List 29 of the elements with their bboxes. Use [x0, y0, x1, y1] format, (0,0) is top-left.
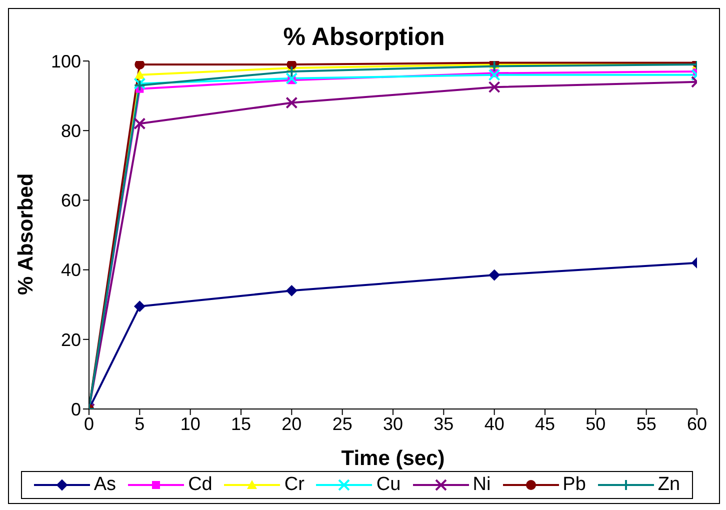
- x-tick-label: 60: [686, 414, 708, 434]
- x-tick-label: 15: [230, 414, 252, 434]
- legend-label: Zn: [656, 474, 680, 496]
- x-tick-label: 45: [534, 414, 556, 434]
- x-tick-label: 55: [636, 414, 656, 434]
- x-tick-label: 40: [484, 414, 504, 434]
- x-tick-label: 20: [282, 414, 302, 434]
- legend-label: Pb: [562, 474, 586, 496]
- x-axis-title: Time (sec): [341, 447, 445, 470]
- chart-title: % Absorption: [283, 23, 445, 51]
- y-tick-label: 60: [60, 190, 81, 211]
- x-tick-label: 10: [180, 414, 200, 434]
- x-tick-label: 30: [382, 414, 404, 434]
- x-tick-label: 5: [134, 414, 145, 434]
- y-tick-label: 40: [60, 260, 81, 280]
- y-axis-title: % Absorbed: [14, 173, 38, 295]
- x-tick-label: 0: [84, 414, 94, 434]
- legend-label: As: [92, 474, 116, 496]
- x-tick-label: 35: [434, 414, 454, 434]
- legend-label: Ni: [472, 474, 491, 496]
- y-tick-label: 20: [60, 330, 81, 350]
- legend-label: Cd: [187, 474, 212, 496]
- y-tick-label: 0: [70, 399, 81, 420]
- legend-label: Cu: [375, 474, 401, 496]
- x-tick-label: 50: [586, 414, 606, 434]
- legend-label: Cr: [283, 474, 304, 496]
- x-tick-label: 25: [332, 414, 352, 434]
- y-tick-label: 100: [50, 51, 81, 72]
- y-tick-label: 80: [60, 120, 81, 141]
